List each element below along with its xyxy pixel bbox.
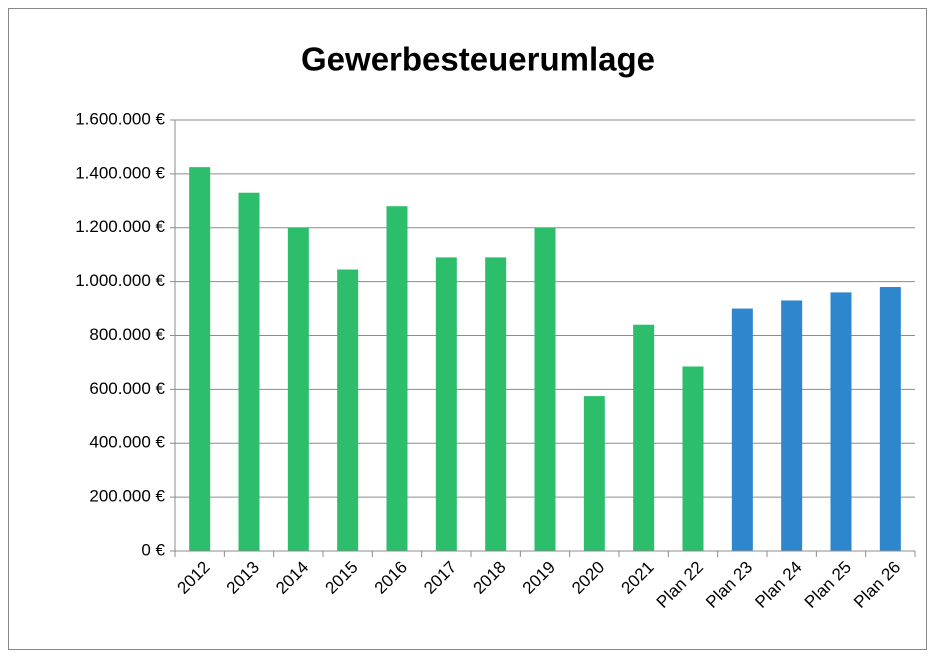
bar <box>337 269 359 551</box>
bar <box>287 227 309 551</box>
bar <box>485 257 507 551</box>
bar <box>781 300 803 551</box>
bar <box>534 227 556 551</box>
chart-border <box>8 8 927 650</box>
y-tick-label: 1.200.000 € <box>75 217 165 236</box>
bar <box>879 287 901 551</box>
y-tick-label: 400.000 € <box>89 433 165 452</box>
bar <box>238 192 260 551</box>
bar <box>682 366 704 551</box>
bar <box>830 292 852 551</box>
bar <box>583 396 605 551</box>
bar <box>633 324 655 551</box>
bar <box>386 206 408 551</box>
y-tick-label: 1.400.000 € <box>75 163 165 182</box>
y-tick-label: 800.000 € <box>89 325 165 344</box>
bar <box>435 257 457 551</box>
y-tick-label: 0 € <box>141 540 165 559</box>
chart-title: Gewerbesteuerumlage <box>301 41 655 78</box>
y-tick-label: 600.000 € <box>89 379 165 398</box>
bar <box>731 308 753 551</box>
y-tick-label: 200.000 € <box>89 487 165 506</box>
y-tick-label: 1.600.000 € <box>75 109 165 128</box>
y-tick-label: 1.000.000 € <box>75 271 165 290</box>
bar <box>189 167 211 551</box>
